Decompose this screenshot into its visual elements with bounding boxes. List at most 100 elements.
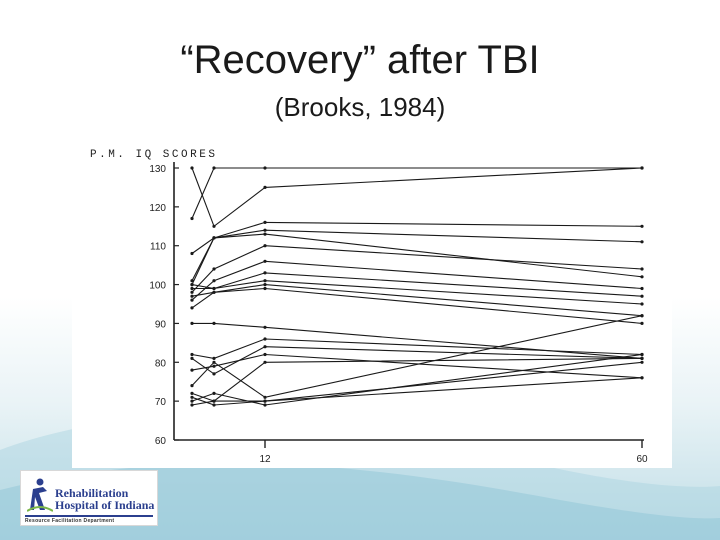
series-line-8 bbox=[192, 272, 643, 297]
data-point bbox=[263, 279, 267, 283]
data-point bbox=[640, 321, 644, 325]
data-point bbox=[263, 283, 267, 287]
data-point bbox=[212, 236, 216, 240]
data-point bbox=[190, 368, 194, 372]
data-point bbox=[640, 356, 644, 360]
data-point bbox=[212, 290, 216, 294]
data-point bbox=[640, 224, 644, 228]
series-line-16 bbox=[191, 315, 643, 398]
y-tick-label: 60 bbox=[155, 436, 167, 447]
data-point bbox=[263, 244, 267, 248]
data-point bbox=[190, 166, 194, 170]
data-point bbox=[640, 360, 644, 364]
iq-chart: P.M. IQ SCORES 60 70 80 90 100 110 120 130 12 60 bbox=[72, 136, 672, 468]
data-point bbox=[190, 298, 194, 302]
series-line-15 bbox=[191, 353, 643, 379]
data-point bbox=[190, 403, 194, 407]
data-point bbox=[263, 166, 267, 170]
data-point bbox=[212, 286, 216, 291]
iq-chart-svg: P.M. IQ SCORES 60 70 80 90 100 110 120 130 12 60 bbox=[90, 149, 648, 465]
data-point bbox=[263, 352, 267, 357]
data-point bbox=[212, 364, 216, 368]
series-line-3 bbox=[191, 221, 643, 281]
y-tick-label: 100 bbox=[149, 281, 166, 292]
hospital-logo: Rehabilitation Hospital of Indiana Resou… bbox=[20, 470, 158, 526]
data-point bbox=[190, 352, 194, 357]
series-line-1 bbox=[191, 167, 643, 228]
x-tick-label: 60 bbox=[636, 454, 648, 465]
data-point bbox=[212, 372, 216, 376]
data-point bbox=[190, 391, 194, 395]
data-point bbox=[212, 356, 216, 360]
data-point bbox=[212, 321, 216, 325]
slide-title: “Recovery” after TBI bbox=[180, 38, 540, 82]
data-point bbox=[190, 294, 194, 298]
y-tick-label: 70 bbox=[155, 397, 167, 408]
series-line-5 bbox=[191, 233, 643, 285]
data-point bbox=[263, 345, 267, 349]
data-point bbox=[212, 224, 216, 228]
series-line-10 bbox=[191, 287, 643, 324]
data-point bbox=[263, 395, 267, 399]
data-point bbox=[640, 314, 644, 318]
data-point bbox=[640, 166, 644, 170]
series-line-13 bbox=[191, 338, 643, 359]
data-point bbox=[640, 267, 644, 271]
data-point bbox=[190, 321, 194, 325]
y-tick-label: 80 bbox=[155, 358, 167, 369]
data-point bbox=[190, 251, 194, 256]
series-line-9 bbox=[191, 280, 643, 305]
data-point bbox=[212, 403, 216, 407]
data-point bbox=[263, 232, 267, 236]
data-point bbox=[190, 356, 194, 360]
x-tick-label: 12 bbox=[259, 454, 271, 465]
logo-divider bbox=[25, 515, 153, 517]
data-point bbox=[263, 259, 267, 263]
data-point bbox=[640, 302, 644, 306]
data-point bbox=[212, 267, 216, 271]
data-point bbox=[190, 399, 194, 403]
data-point bbox=[190, 290, 194, 294]
chart-title: P.M. IQ SCORES bbox=[90, 149, 217, 161]
data-point bbox=[263, 271, 267, 275]
data-point bbox=[190, 384, 194, 388]
series-line-7 bbox=[191, 260, 643, 301]
data-point bbox=[263, 228, 267, 232]
series-line-6 bbox=[191, 245, 643, 293]
series-line-19 bbox=[191, 357, 643, 406]
logo-text-line2: Hospital of Indiana bbox=[55, 498, 155, 512]
series-line-12 bbox=[192, 322, 643, 359]
data-point bbox=[263, 220, 267, 224]
data-point bbox=[263, 360, 267, 364]
slide-subtitle: (Brooks, 1984) bbox=[274, 92, 446, 122]
data-point bbox=[640, 294, 644, 298]
data-point bbox=[640, 286, 644, 291]
data-point bbox=[263, 403, 267, 407]
data-point bbox=[212, 399, 216, 403]
data-point bbox=[263, 399, 267, 403]
series-line-11 bbox=[191, 284, 643, 317]
series-line-20 bbox=[191, 377, 643, 406]
data-point bbox=[640, 240, 644, 244]
data-point bbox=[212, 279, 216, 283]
data-point bbox=[212, 166, 216, 170]
data-point bbox=[190, 279, 194, 283]
data-point bbox=[212, 391, 216, 395]
data-point bbox=[190, 306, 194, 310]
series-line-2 bbox=[191, 167, 642, 219]
data-point bbox=[190, 283, 194, 287]
data-point bbox=[640, 376, 644, 380]
y-tick-label: 120 bbox=[149, 203, 166, 214]
data-point bbox=[263, 185, 267, 189]
data-point bbox=[190, 216, 194, 221]
y-tick-label: 110 bbox=[150, 242, 166, 253]
hospital-logo-icon bbox=[27, 478, 53, 512]
series-line-18 bbox=[191, 353, 643, 406]
data-point bbox=[190, 286, 194, 291]
data-point bbox=[640, 352, 644, 357]
series-line-4 bbox=[191, 229, 643, 254]
data-point bbox=[263, 286, 267, 291]
data-point bbox=[263, 337, 267, 341]
data-point bbox=[263, 325, 267, 329]
data-point bbox=[190, 395, 194, 399]
